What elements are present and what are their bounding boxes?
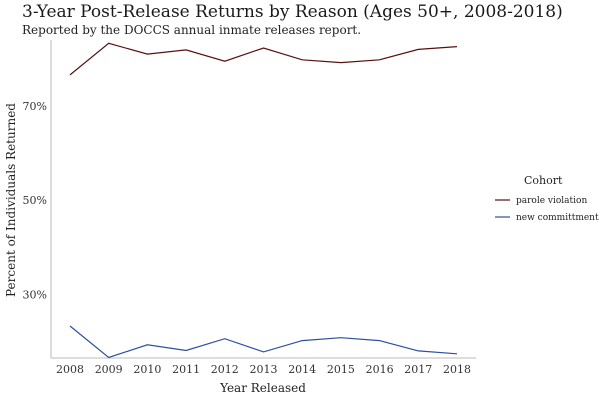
y-tick-label: 50% bbox=[23, 194, 47, 207]
x-tick-label: 2016 bbox=[366, 363, 394, 376]
x-tick-label: 2008 bbox=[56, 363, 84, 376]
x-tick-label: 2018 bbox=[443, 363, 471, 376]
legend-title: Cohort bbox=[524, 174, 563, 187]
legend-label: parole violation bbox=[516, 196, 587, 206]
legend-label: new committment bbox=[516, 213, 599, 223]
series-lines bbox=[69, 42, 458, 359]
x-tick-label: 2015 bbox=[327, 363, 355, 376]
x-tick-label: 2017 bbox=[404, 363, 432, 376]
x-tick-label: 2009 bbox=[95, 363, 123, 376]
y-tick-label: 30% bbox=[23, 288, 47, 301]
axes bbox=[50, 40, 476, 359]
x-tick-label: 2010 bbox=[133, 363, 161, 376]
y-axis-label: Percent of Individuals Returned bbox=[4, 103, 18, 297]
chart-subtitle: Reported by the DOCCS annual inmate rele… bbox=[22, 23, 362, 37]
x-tick-label: 2011 bbox=[172, 363, 200, 376]
series-line-new-committment bbox=[69, 325, 458, 359]
series-line-parole-violation bbox=[69, 42, 458, 76]
x-tick-label: 2012 bbox=[211, 363, 239, 376]
y-tick-label: 70% bbox=[23, 100, 47, 113]
legend: Cohort parole violation new committment bbox=[495, 174, 599, 223]
x-tick-label: 2013 bbox=[250, 363, 278, 376]
x-tick-labels: 2008 2009 2010 2011 2012 2013 2014 2015 2016 2017… bbox=[56, 363, 471, 376]
x-axis-label: Year Released bbox=[219, 381, 306, 395]
x-tick-label: 2014 bbox=[288, 363, 316, 376]
chart-title: 3-Year Post-Release Returns by Reason (A… bbox=[22, 2, 563, 22]
y-tick-labels: 30% 50% 70% bbox=[23, 100, 47, 301]
